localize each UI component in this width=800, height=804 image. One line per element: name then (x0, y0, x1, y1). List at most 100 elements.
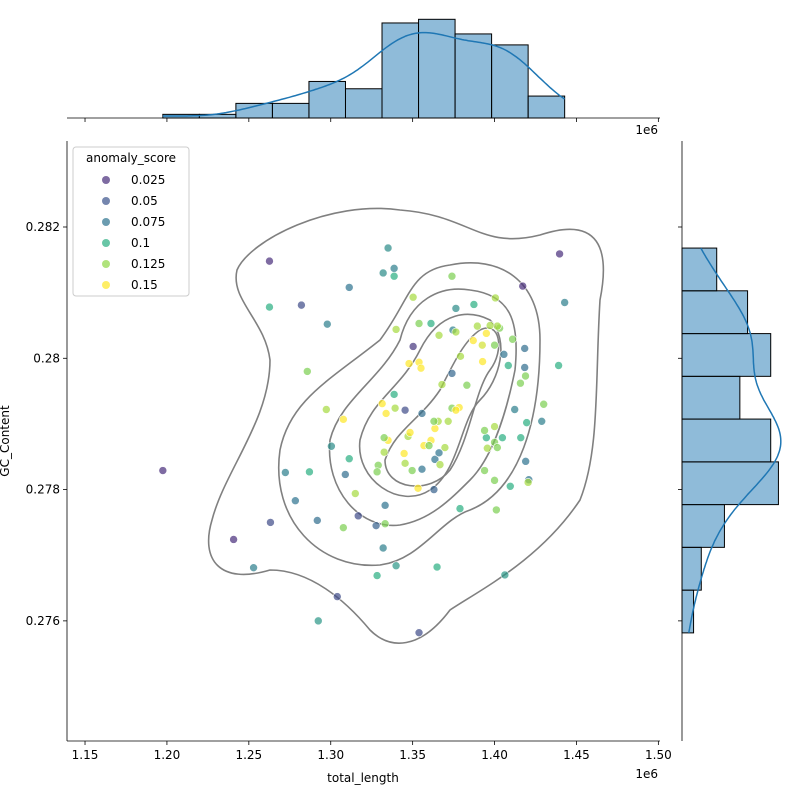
hist-bar (381, 22, 420, 119)
scatter-point (429, 417, 439, 426)
scatter-point (414, 319, 424, 328)
kde-contour (384, 327, 500, 487)
x-tick-label: 1.25 (235, 748, 262, 762)
scatter-point (413, 483, 423, 493)
scatter-point (266, 518, 275, 527)
scatter-point (520, 344, 529, 353)
scatter-point (313, 516, 322, 525)
x-tick-label: 1.45 (563, 748, 590, 762)
scatter-point (521, 457, 530, 466)
scatter-point (437, 380, 447, 389)
hist-bar (681, 504, 725, 548)
kde-contour (207, 207, 605, 644)
scatter-point (417, 409, 427, 418)
scatter-point (493, 443, 502, 452)
scatter-point (379, 447, 389, 457)
legend-title: anomaly_score (86, 151, 176, 165)
legend-box (72, 146, 190, 297)
scatter-point (404, 359, 414, 368)
scatter-point (351, 489, 360, 498)
scatter-point (380, 501, 390, 510)
scatter-point (399, 449, 409, 458)
scatter-point (455, 504, 465, 513)
x-tick-label: 1.40 (481, 748, 508, 762)
top-offset-label: 1e6 (635, 123, 658, 137)
scatter-point (451, 327, 461, 337)
scatter-point (389, 264, 399, 273)
scatter-point (456, 352, 465, 361)
scatter-point (407, 466, 417, 475)
scatter-point (389, 271, 399, 281)
scatter-point (485, 321, 495, 330)
scatter-point (400, 459, 410, 468)
scatter-point (504, 361, 513, 370)
scatter-point (510, 405, 519, 414)
scatter-point (378, 543, 388, 553)
hist-bar (681, 333, 772, 377)
hist-bar (454, 33, 493, 119)
scatter-point (521, 371, 530, 381)
scatter-point (505, 481, 515, 491)
scatter-point (447, 369, 457, 378)
hist-bar (271, 102, 310, 119)
scatter-point (339, 523, 348, 532)
scatter-point (430, 455, 440, 464)
y-tick-label: 0.282 (26, 220, 60, 234)
scatter-point (265, 256, 274, 266)
scatter-point (477, 340, 487, 350)
scatter-point (447, 271, 457, 281)
scatter-point (520, 363, 529, 372)
scatter-point (391, 325, 401, 334)
scatter-point (490, 340, 499, 350)
scatter-point (469, 300, 479, 309)
scatter-point (432, 562, 442, 572)
scatter-point (516, 378, 525, 388)
y-tick-label: 0.278 (26, 483, 60, 497)
x-tick-label: 1.20 (154, 748, 181, 762)
scatter-point (482, 433, 491, 443)
legend-label: 0.15 (131, 278, 158, 292)
y-axis-label: GC_Content (0, 405, 12, 477)
scatter-point (424, 441, 434, 450)
scatter-point (391, 561, 401, 571)
scatter-point (492, 505, 501, 515)
scatter-point (249, 563, 258, 572)
kde-contour (277, 262, 541, 567)
legend-marker (102, 239, 110, 247)
hist-bar (681, 247, 718, 292)
scatter-point (430, 424, 440, 433)
scatter-point (462, 380, 472, 390)
scatter-point (434, 331, 444, 340)
scatter-point (451, 405, 461, 415)
legend-label: 0.1 (131, 236, 150, 250)
hist-bar (681, 290, 749, 335)
legend-label: 0.05 (131, 194, 158, 208)
scatter-point (417, 464, 427, 474)
x-tick-label: 1.35 (399, 748, 426, 762)
scatter-point (490, 422, 499, 431)
scatter-point (344, 454, 354, 464)
scatter-point (480, 466, 489, 475)
scatter-point (377, 399, 387, 408)
scatter-point (435, 460, 445, 469)
x-offset-label: 1e6 (635, 767, 658, 781)
hist-bar (681, 418, 772, 463)
y-tick-label: 0.28 (33, 351, 60, 365)
scatter-point (322, 319, 332, 329)
scatter-point (539, 399, 548, 409)
scatter-point (372, 571, 382, 580)
hist-bar (308, 80, 346, 119)
scatter-point (443, 417, 453, 426)
scatter-point (380, 519, 390, 529)
x-tick-label: 1.15 (72, 748, 99, 762)
scatter-point (344, 283, 354, 292)
hist-bar (235, 102, 273, 119)
scatter-point (265, 302, 274, 312)
hist-bar (344, 88, 383, 119)
scatter-point (468, 336, 478, 345)
hist-bar (681, 461, 779, 506)
hist-bar (681, 375, 741, 420)
scatter-point (353, 511, 363, 521)
legend-marker (102, 197, 110, 205)
